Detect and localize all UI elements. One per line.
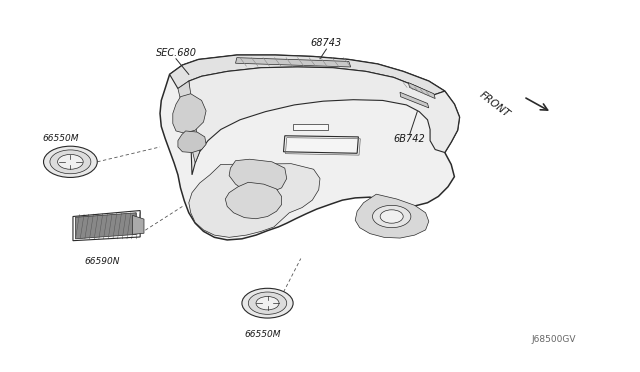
Circle shape [242, 288, 293, 318]
Circle shape [44, 146, 97, 177]
Polygon shape [160, 55, 460, 240]
Circle shape [50, 150, 91, 174]
Polygon shape [178, 131, 206, 153]
Circle shape [380, 210, 403, 223]
Circle shape [248, 292, 287, 314]
Polygon shape [225, 182, 282, 219]
Text: 6B742: 6B742 [394, 134, 426, 144]
Circle shape [58, 154, 83, 169]
Polygon shape [236, 58, 351, 67]
Polygon shape [189, 67, 460, 175]
Text: 68743: 68743 [311, 38, 342, 48]
Text: 66590N: 66590N [84, 257, 120, 266]
Circle shape [372, 205, 411, 228]
Polygon shape [229, 159, 287, 194]
Polygon shape [170, 55, 445, 95]
Text: J68500GV: J68500GV [531, 335, 576, 344]
Polygon shape [178, 81, 200, 163]
Polygon shape [173, 94, 206, 133]
Polygon shape [293, 124, 328, 130]
Text: SEC.680: SEC.680 [156, 48, 196, 58]
Polygon shape [76, 213, 136, 239]
Polygon shape [189, 164, 320, 237]
Polygon shape [408, 83, 435, 99]
Polygon shape [355, 194, 429, 238]
Polygon shape [132, 215, 144, 234]
Text: FRONT: FRONT [478, 89, 512, 119]
Polygon shape [400, 92, 429, 108]
Polygon shape [284, 136, 358, 153]
Text: 66550M: 66550M [244, 330, 281, 339]
Circle shape [256, 296, 279, 310]
Text: 66550M: 66550M [42, 134, 79, 143]
